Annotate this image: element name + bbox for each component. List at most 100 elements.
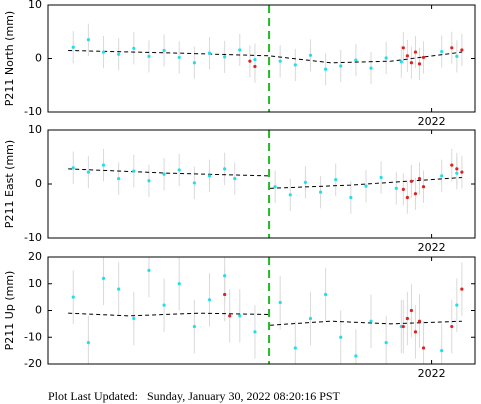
point xyxy=(223,55,227,59)
point xyxy=(86,38,90,42)
point xyxy=(354,354,358,358)
point xyxy=(71,166,75,170)
point xyxy=(401,46,405,50)
point xyxy=(413,330,418,334)
point xyxy=(349,195,353,200)
point xyxy=(177,55,181,60)
point xyxy=(117,287,121,291)
point xyxy=(293,63,297,67)
point xyxy=(440,49,444,54)
point xyxy=(384,56,388,60)
point xyxy=(253,330,257,334)
point xyxy=(192,324,196,329)
point xyxy=(101,163,106,167)
point xyxy=(405,54,409,58)
point xyxy=(308,316,313,321)
point xyxy=(324,67,328,71)
point xyxy=(147,54,151,58)
point xyxy=(132,316,136,321)
point xyxy=(71,295,75,299)
point xyxy=(253,57,257,62)
point xyxy=(223,274,227,278)
y-tick-label: -10 xyxy=(24,231,42,244)
y-tick-label: 0 xyxy=(35,52,42,65)
point xyxy=(460,170,464,174)
point xyxy=(223,167,227,171)
point xyxy=(162,303,166,307)
point xyxy=(354,58,358,62)
point xyxy=(117,177,121,181)
point xyxy=(413,50,418,54)
point xyxy=(417,319,422,323)
y-axis-label: P211 Up (mm) xyxy=(3,271,16,351)
point xyxy=(273,185,277,189)
point xyxy=(334,178,338,182)
point xyxy=(450,163,454,167)
chart: -10 0 10 2022 P211 North (mm) -10 0 10 2022 P211 … xyxy=(3,0,476,380)
point xyxy=(147,179,151,183)
point xyxy=(162,48,166,53)
model-line xyxy=(68,168,462,189)
point xyxy=(228,314,232,318)
point xyxy=(339,64,343,68)
point xyxy=(405,316,409,321)
point xyxy=(379,175,383,180)
point xyxy=(293,346,297,350)
point xyxy=(248,59,252,63)
point xyxy=(399,60,403,64)
point xyxy=(339,335,343,339)
point xyxy=(207,174,212,178)
point xyxy=(303,180,308,184)
point xyxy=(207,298,212,302)
point xyxy=(86,341,90,345)
point xyxy=(308,53,313,57)
point xyxy=(394,186,398,190)
x-tick-label: 2022 xyxy=(418,241,446,254)
point xyxy=(455,167,459,171)
point xyxy=(409,308,414,313)
point xyxy=(409,61,414,65)
point xyxy=(440,349,444,353)
point xyxy=(278,300,282,305)
point xyxy=(253,64,257,69)
point xyxy=(192,61,196,65)
point xyxy=(147,268,151,272)
point xyxy=(417,177,422,181)
point xyxy=(417,62,422,66)
x-tick-label: 2022 xyxy=(418,367,446,380)
point xyxy=(324,292,328,297)
y-tick-label: 10 xyxy=(28,0,42,11)
point xyxy=(278,59,282,63)
point xyxy=(401,187,405,191)
point xyxy=(409,179,414,183)
y-tick-label: 10 xyxy=(28,123,42,136)
point xyxy=(421,346,426,350)
point xyxy=(192,181,196,185)
point xyxy=(450,46,454,50)
point xyxy=(460,48,464,52)
point xyxy=(369,319,373,323)
point xyxy=(421,185,426,189)
point xyxy=(384,341,388,345)
y-tick-label: 0 xyxy=(35,304,42,317)
point xyxy=(460,287,464,291)
point xyxy=(223,292,227,297)
point xyxy=(101,50,106,54)
y-tick-label: -10 xyxy=(24,330,42,343)
y-tick-label: -10 xyxy=(24,105,42,118)
point xyxy=(455,303,459,307)
footer: Plot Last Updated: Sunday, January 30, 2… xyxy=(48,389,340,403)
point xyxy=(369,66,373,70)
point xyxy=(421,55,426,60)
point xyxy=(101,276,106,280)
model-line xyxy=(68,312,462,326)
point xyxy=(440,174,444,178)
point xyxy=(177,282,181,286)
point xyxy=(455,171,459,175)
point xyxy=(86,170,90,174)
point xyxy=(117,52,121,56)
y-axis-label: P211 North (mm) xyxy=(3,11,16,106)
point xyxy=(238,314,242,318)
point xyxy=(455,54,459,58)
